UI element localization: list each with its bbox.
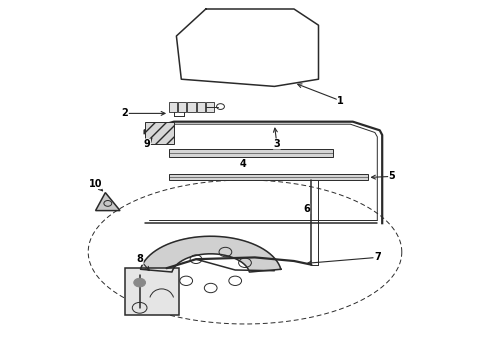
Text: 8: 8 xyxy=(136,254,143,264)
Text: 9: 9 xyxy=(144,139,150,149)
Text: 6: 6 xyxy=(303,204,310,214)
Text: 7: 7 xyxy=(374,252,381,262)
FancyBboxPatch shape xyxy=(196,102,205,112)
Text: 3: 3 xyxy=(273,139,280,149)
FancyBboxPatch shape xyxy=(169,102,177,112)
Text: 4: 4 xyxy=(239,159,246,169)
FancyBboxPatch shape xyxy=(169,174,368,180)
Text: 10: 10 xyxy=(89,179,102,189)
Text: 1: 1 xyxy=(337,96,344,106)
Text: 5: 5 xyxy=(389,171,395,181)
Polygon shape xyxy=(141,236,281,272)
Polygon shape xyxy=(145,122,174,144)
FancyBboxPatch shape xyxy=(206,102,214,112)
FancyBboxPatch shape xyxy=(178,102,186,112)
FancyBboxPatch shape xyxy=(187,102,196,112)
FancyBboxPatch shape xyxy=(169,149,333,157)
FancyBboxPatch shape xyxy=(125,268,179,315)
Text: 2: 2 xyxy=(122,108,128,118)
Polygon shape xyxy=(96,193,120,211)
Circle shape xyxy=(134,278,146,287)
